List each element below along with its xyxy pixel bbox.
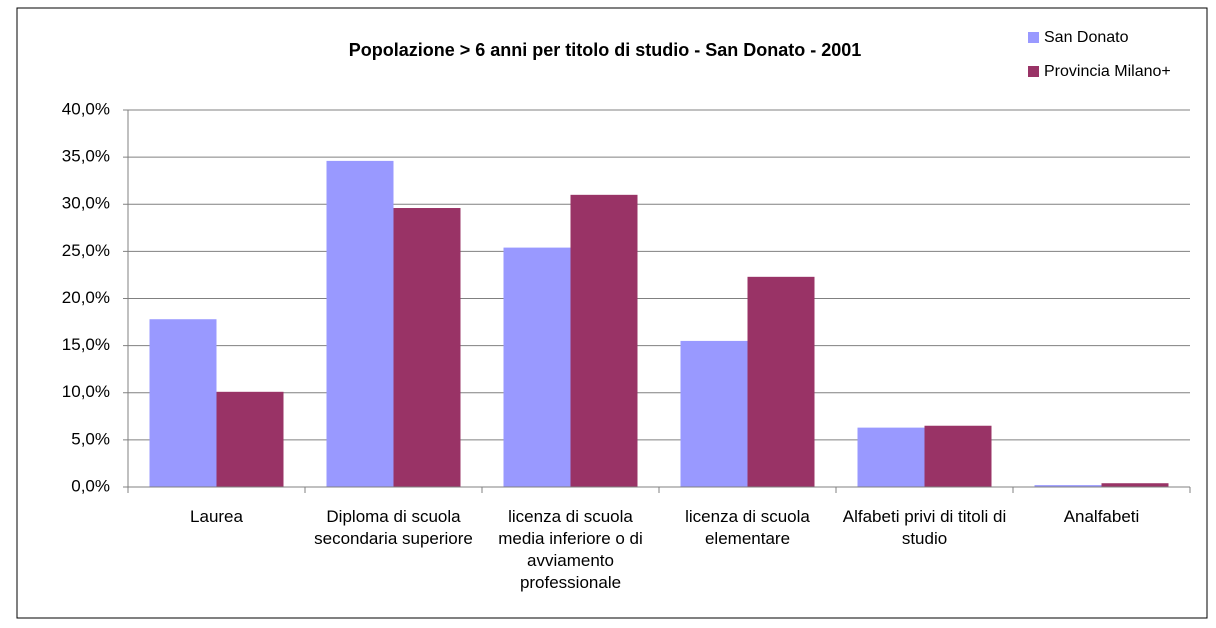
- y-tick-label: 0,0%: [71, 476, 110, 495]
- bar: [326, 160, 394, 487]
- bar: [393, 208, 461, 487]
- y-tick-label: 35,0%: [62, 147, 110, 166]
- x-tick-label: Analfabeti: [1063, 507, 1140, 526]
- chart-title: Popolazione > 6 anni per titolo di studi…: [349, 40, 862, 60]
- legend-label: Provincia Milano+: [1044, 63, 1171, 80]
- bar: [924, 425, 992, 487]
- y-tick-label: 5,0%: [71, 429, 110, 448]
- y-tick-label: 15,0%: [62, 335, 110, 354]
- y-tick-label: 10,0%: [62, 382, 110, 401]
- y-tick-label: 25,0%: [62, 241, 110, 260]
- x-tick-label: Diploma di scuola secondaria superiore: [314, 507, 473, 548]
- bar: [1101, 483, 1169, 487]
- legend-swatch: [1028, 66, 1039, 77]
- x-tick-label: Alfabeti privi di titoli di studio: [842, 507, 1007, 548]
- y-tick-label: 20,0%: [62, 288, 110, 307]
- x-tick-label: licenza di scuola media inferiore o di a…: [498, 507, 643, 592]
- y-tick-label: 30,0%: [62, 194, 110, 213]
- legend-swatch: [1028, 32, 1039, 43]
- bar: [1034, 485, 1102, 487]
- bar: [503, 247, 571, 487]
- legend-label: San Donato: [1044, 29, 1129, 46]
- bar: [857, 427, 925, 487]
- bar: [680, 340, 748, 487]
- bar: [216, 391, 284, 487]
- x-tick-label: licenza di scuola elementare: [685, 507, 810, 548]
- x-tick-label: Laurea: [190, 507, 243, 526]
- y-tick-label: 40,0%: [62, 99, 110, 118]
- bar: [149, 319, 217, 487]
- bar: [747, 276, 815, 487]
- bar: [570, 194, 638, 487]
